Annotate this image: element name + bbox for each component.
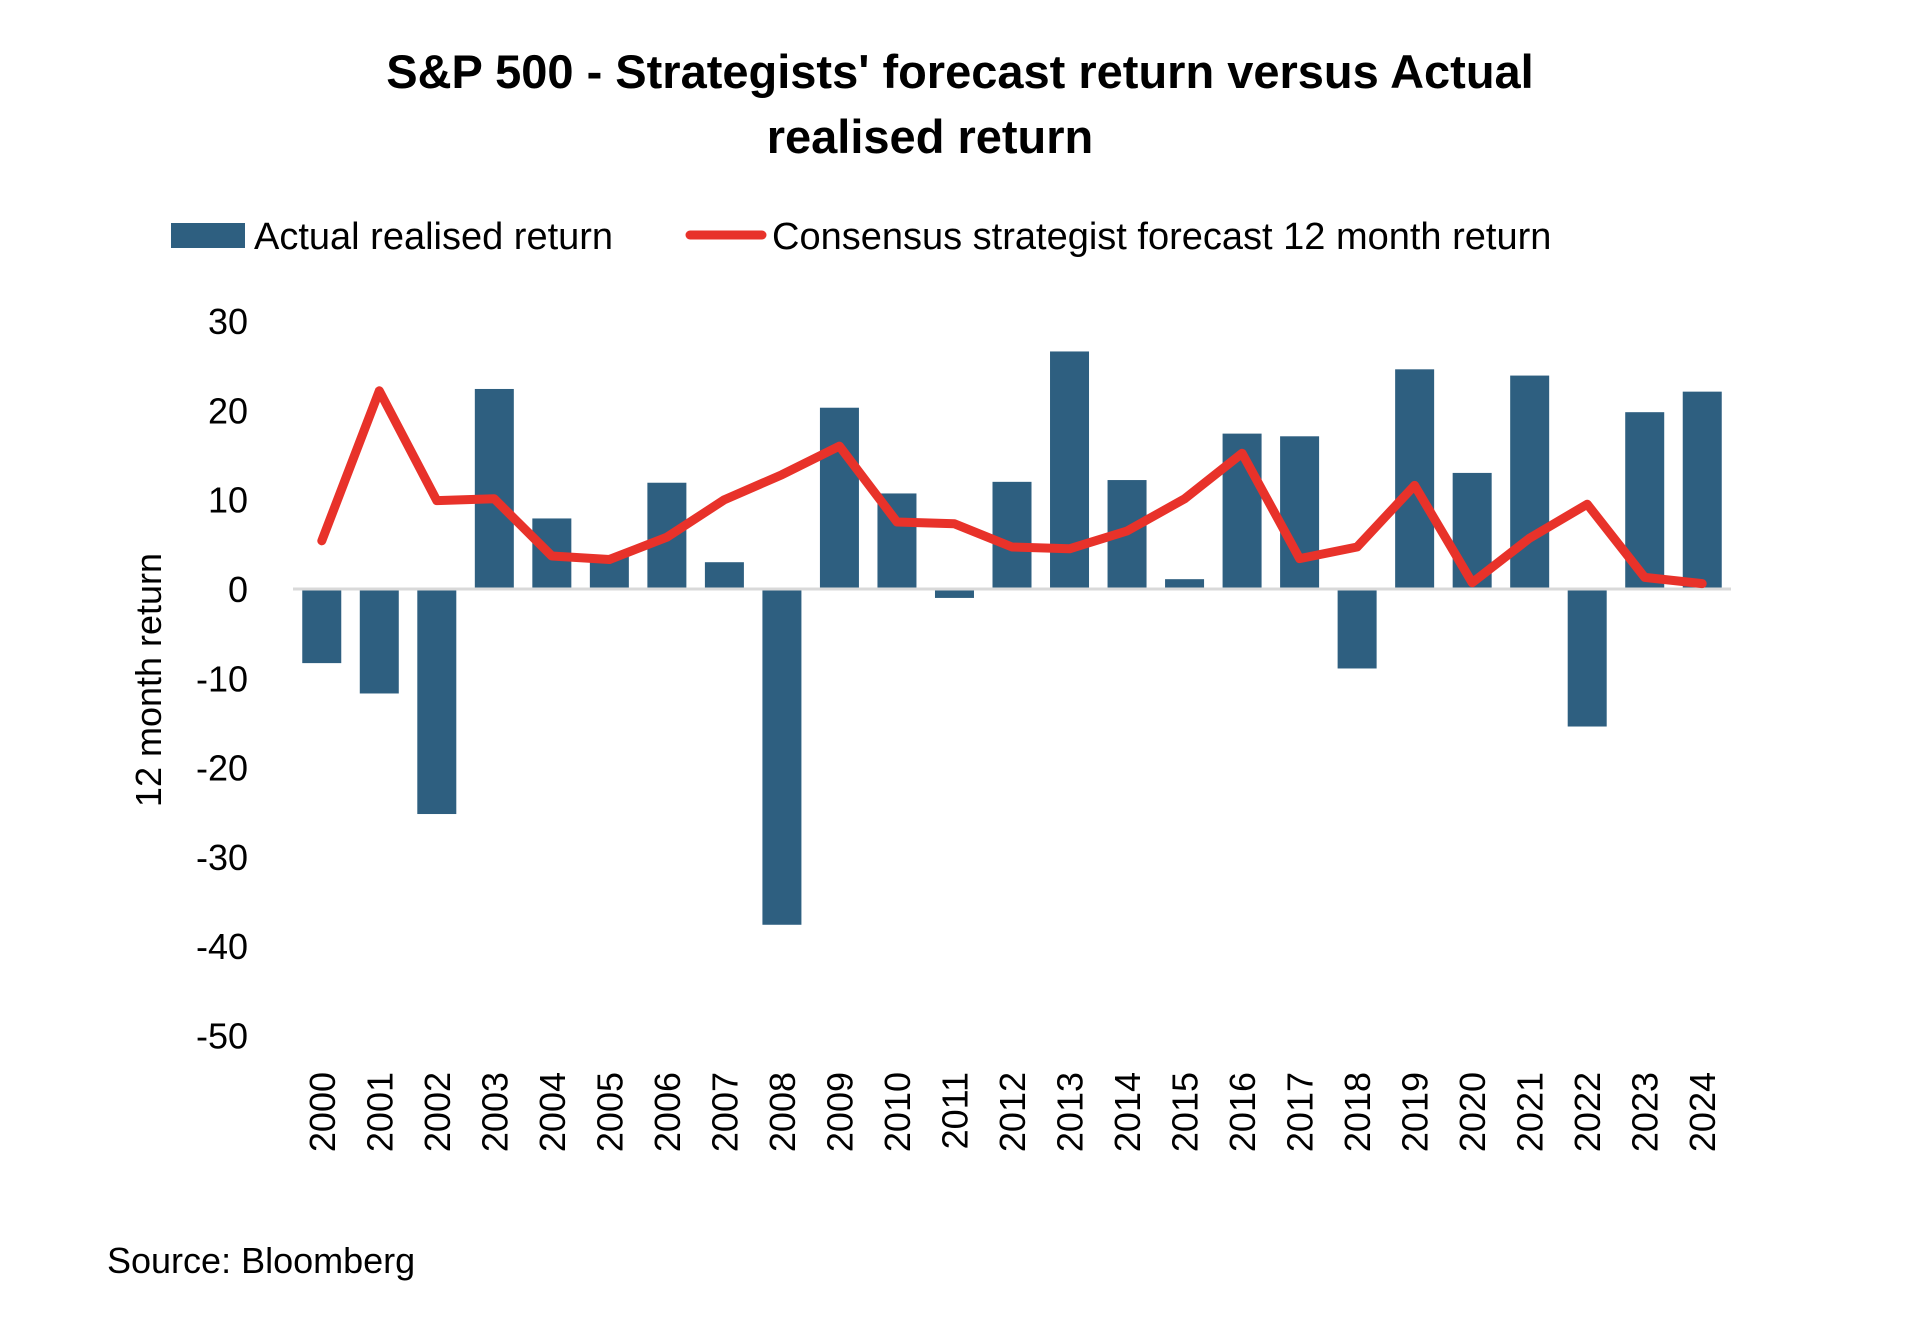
bar-2001 (359, 589, 399, 694)
bar-2022 (1567, 589, 1607, 727)
x-tick-label: 2013 (1050, 1072, 1091, 1152)
bar-2002 (417, 589, 457, 815)
x-tick-label: 2002 (417, 1072, 458, 1152)
bar-2012 (992, 481, 1032, 589)
y-tick-label: -30 (196, 837, 248, 878)
y-tick-label: -10 (196, 658, 248, 699)
bar-series (302, 351, 1722, 925)
bar-2013 (1050, 351, 1090, 589)
bar-2015 (1165, 579, 1205, 589)
x-tick-label: 2024 (1682, 1072, 1723, 1152)
x-tick-label: 2011 (934, 1072, 975, 1149)
x-tick-label: 2000 (302, 1072, 343, 1152)
y-tick-label: -40 (196, 926, 248, 967)
x-tick-label: 2022 (1567, 1072, 1608, 1152)
x-tick-label: 2003 (474, 1072, 515, 1152)
bar-2024 (1682, 391, 1722, 589)
x-tick-label: 2008 (762, 1072, 803, 1152)
x-tick-label: 2016 (1222, 1072, 1263, 1152)
x-tick-label: 2012 (992, 1072, 1033, 1152)
y-tick-label: 30 (208, 301, 248, 342)
legend-label-actual: Actual realised return (254, 216, 613, 258)
x-tick-label: 2005 (589, 1072, 630, 1152)
x-tick-label: 2001 (359, 1072, 400, 1152)
y-axis-ticks: 30 20 10 0 -10 -20 -30 -40 -50 (196, 301, 248, 1056)
x-tick-label: 2014 (1107, 1072, 1148, 1152)
legend: Actual realised return Consensus strateg… (171, 216, 1551, 258)
bar-2009 (819, 407, 859, 589)
y-tick-label: -20 (196, 748, 248, 789)
y-tick-label: 10 (208, 480, 248, 521)
line-series (317, 386, 1707, 589)
x-tick-label: 2019 (1395, 1072, 1436, 1152)
chart-title-line-2: realised return (767, 110, 1094, 163)
x-tick-label: 2009 (819, 1072, 860, 1152)
x-tick-label: 2018 (1337, 1072, 1378, 1152)
source-note: Source: Bloomberg (107, 1240, 415, 1281)
bar-2019 (1395, 369, 1435, 589)
y-tick-label: 20 (208, 390, 248, 431)
chart-title-line-1: S&P 500 - Strategists' forecast return v… (386, 45, 1533, 98)
x-tick-label: 2021 (1510, 1072, 1551, 1152)
x-tick-label: 2017 (1280, 1072, 1321, 1152)
x-axis-ticks: 2000 2001 2002 2003 2004 2005 2006 2007 2008 2009… (302, 1072, 1723, 1152)
y-axis-title: 12 month return (128, 553, 169, 807)
x-tick-label: 2006 (647, 1072, 688, 1152)
y-tick-label: -50 (196, 1016, 248, 1057)
bar-2011 (934, 589, 974, 598)
bar-2018 (1337, 589, 1377, 669)
x-tick-label: 2010 (877, 1072, 918, 1152)
bar-2008 (762, 589, 802, 925)
x-tick-label: 2020 (1452, 1072, 1493, 1152)
legend-label-forecast: Consensus strategist forecast 12 month r… (772, 216, 1551, 258)
x-tick-label: 2015 (1165, 1072, 1206, 1152)
y-tick-label: 0 (228, 569, 248, 610)
bar-2017 (1280, 436, 1320, 589)
x-tick-label: 2023 (1625, 1072, 1666, 1152)
bar-2021 (1510, 375, 1550, 589)
bar-2007 (704, 562, 744, 589)
bar-2003 (474, 388, 514, 589)
bar-2000 (302, 589, 342, 664)
legend-bar-swatch (171, 223, 245, 248)
x-tick-label: 2004 (532, 1072, 573, 1152)
x-tick-label: 2007 (704, 1072, 745, 1152)
